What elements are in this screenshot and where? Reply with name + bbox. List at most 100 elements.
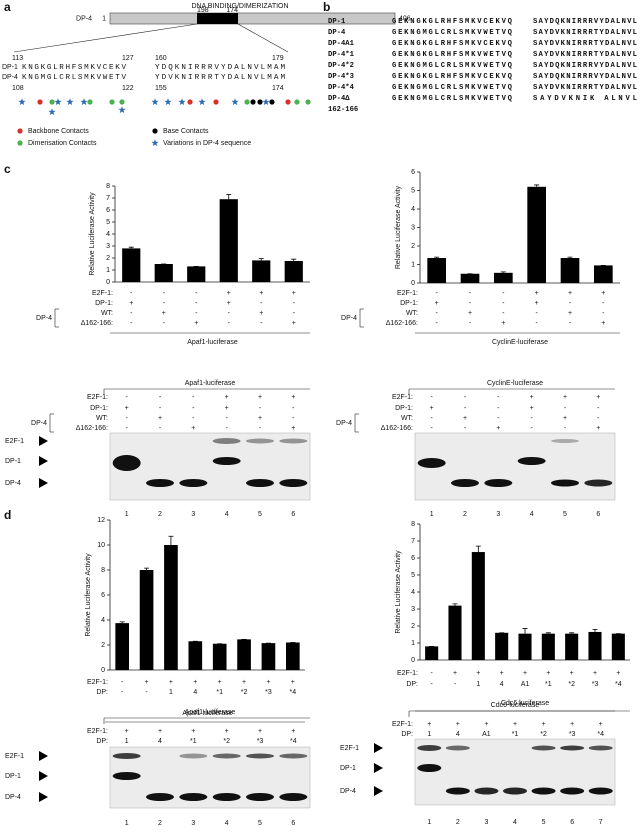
condition-value: - bbox=[292, 415, 295, 422]
condition-value: - bbox=[260, 300, 263, 307]
condition-value: *3 bbox=[257, 738, 264, 745]
error-bar bbox=[128, 246, 134, 249]
residue-number: 160 bbox=[155, 55, 167, 62]
condition-value: - bbox=[435, 310, 438, 317]
condition-value: - bbox=[163, 320, 166, 327]
lane-number: 4 bbox=[225, 511, 229, 518]
variation-star bbox=[118, 106, 126, 114]
legend-label: Dimerisation Contacts bbox=[28, 140, 97, 147]
condition-value: + bbox=[158, 415, 162, 422]
condition-value: - bbox=[260, 320, 263, 327]
condition-value: - bbox=[535, 320, 538, 327]
condition-label: DP-1: bbox=[95, 300, 113, 307]
blot-caption: Cdc6-luciferase bbox=[491, 702, 540, 709]
condition-value: + bbox=[218, 679, 222, 686]
rule bbox=[237, 23, 289, 53]
y-axis-label: Relative Luciferase Activity bbox=[89, 192, 96, 276]
condition-value: - bbox=[602, 300, 605, 307]
condition-value: + bbox=[570, 670, 574, 677]
condition-label: Δ162-166: bbox=[81, 320, 113, 327]
condition-value: *1 bbox=[512, 731, 519, 738]
alignment-name: DP-4Δ bbox=[328, 95, 350, 103]
bar bbox=[448, 605, 462, 660]
condition-value: - bbox=[292, 405, 295, 412]
alignment-seq: GEKNGMGLCRLSMKVWETVQ bbox=[392, 62, 513, 70]
lane-number: 7 bbox=[599, 819, 603, 826]
band bbox=[417, 458, 446, 468]
y-tick-label: 0 bbox=[411, 657, 415, 664]
error-bar bbox=[226, 194, 232, 200]
alignment-seq: SAYDVKNIRRRTYDALNVL bbox=[533, 40, 637, 48]
variation-star bbox=[48, 108, 56, 116]
lane-number: 6 bbox=[570, 819, 574, 826]
alignment-name: DP-4*3 bbox=[328, 73, 354, 81]
alignment-seq: SAYDVKNIK ALNVL bbox=[533, 95, 637, 103]
bar bbox=[527, 186, 546, 283]
bar bbox=[518, 633, 532, 660]
band bbox=[246, 793, 274, 801]
condition-value: + bbox=[596, 394, 600, 401]
condition-value: 1 bbox=[476, 681, 480, 688]
band-label: DP-4 bbox=[5, 480, 21, 487]
legend-label: Variations in DP-4 sequence bbox=[163, 140, 251, 147]
alignment-name: DP-4*1 bbox=[328, 51, 355, 59]
band bbox=[551, 439, 579, 443]
lane-number: 3 bbox=[191, 820, 195, 827]
condition-value: + bbox=[601, 290, 605, 297]
band-arrow bbox=[374, 743, 383, 753]
condition-value: - bbox=[130, 310, 133, 317]
alignment-seq: GEKNGMGLCRLSMKVWETVQ bbox=[392, 29, 513, 37]
condition-value: *1 bbox=[545, 681, 552, 688]
lane-number: 5 bbox=[542, 819, 546, 826]
error-bar bbox=[475, 545, 481, 553]
condition-value: - bbox=[121, 689, 124, 696]
condition-value: - bbox=[159, 405, 162, 412]
condition-value: + bbox=[169, 679, 173, 686]
condition-value: - bbox=[454, 681, 457, 688]
variation-star bbox=[164, 98, 172, 106]
sequence-name: DP-4 bbox=[2, 74, 18, 81]
bar bbox=[212, 643, 227, 670]
residue-number: 179 bbox=[272, 55, 284, 62]
lane-number: 4 bbox=[530, 511, 534, 518]
condition-label: DP: bbox=[96, 689, 108, 696]
condition-value: - bbox=[125, 415, 128, 422]
caption: Cdc6 luciferase bbox=[501, 700, 549, 707]
band bbox=[551, 479, 579, 487]
condition-value: + bbox=[292, 320, 296, 327]
condition-value: + bbox=[500, 670, 504, 677]
band-arrow bbox=[39, 771, 48, 781]
condition-value: + bbox=[546, 670, 550, 677]
lane-number: 1 bbox=[125, 511, 129, 518]
contact-dot bbox=[213, 99, 219, 105]
condition-value: - bbox=[464, 394, 467, 401]
bar bbox=[115, 623, 130, 670]
y-tick-label: 0 bbox=[101, 667, 105, 674]
condition-value: + bbox=[125, 405, 129, 412]
condition-value: + bbox=[427, 721, 431, 728]
condition-value: + bbox=[530, 405, 534, 412]
condition-value: *4 bbox=[290, 689, 297, 696]
band bbox=[179, 793, 208, 801]
condition-value: *3 bbox=[569, 731, 576, 738]
condition-value: - bbox=[497, 394, 500, 401]
group-label: DP-4 bbox=[36, 315, 52, 322]
lane-number: 4 bbox=[513, 819, 517, 826]
condition-value: *1 bbox=[216, 689, 223, 696]
condition-value: + bbox=[530, 394, 534, 401]
condition-value: + bbox=[158, 728, 162, 735]
condition-value: - bbox=[228, 310, 231, 317]
contact-dot bbox=[109, 99, 115, 105]
condition-value: - bbox=[535, 310, 538, 317]
error-bar bbox=[168, 535, 174, 545]
contact-dot bbox=[87, 99, 93, 105]
condition-value: - bbox=[530, 415, 533, 422]
blot bbox=[109, 746, 311, 809]
contact-dot bbox=[250, 99, 256, 105]
variation-star bbox=[80, 98, 88, 106]
lane-number: 2 bbox=[463, 511, 467, 518]
y-tick-label: 0 bbox=[411, 280, 415, 287]
condition-value: - bbox=[225, 425, 228, 432]
contact-dot bbox=[269, 99, 275, 105]
condition-value: + bbox=[468, 310, 472, 317]
